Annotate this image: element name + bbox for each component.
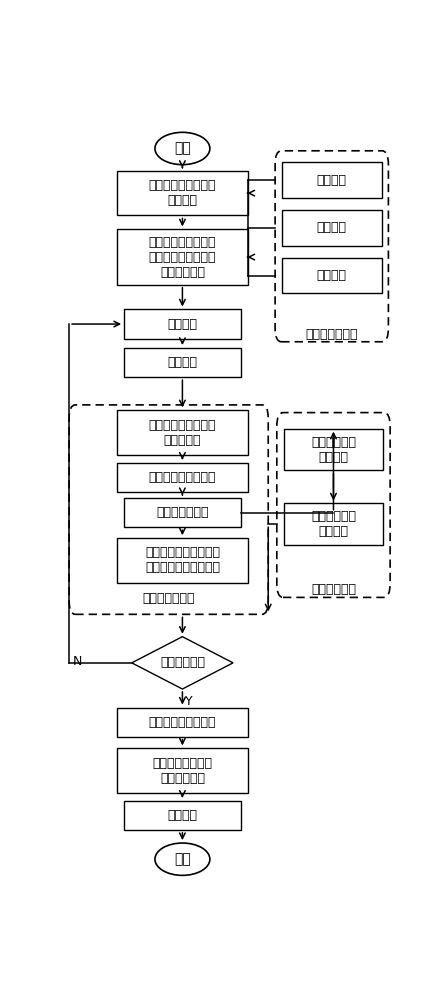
- Text: 目标函数: 目标函数: [317, 174, 347, 187]
- Text: 结束: 结束: [174, 852, 191, 866]
- Text: 满足终止条件: 满足终止条件: [160, 656, 205, 669]
- Text: 建立冷热电联供系统
设备模型: 建立冷热电联供系统 设备模型: [149, 179, 216, 207]
- Text: 存储、更新档案: 存储、更新档案: [156, 506, 209, 519]
- Text: 运行策略: 运行策略: [317, 269, 347, 282]
- Polygon shape: [132, 637, 233, 689]
- Text: 海鸥个体执行
迁徙行为: 海鸥个体执行 迁徙行为: [311, 436, 356, 464]
- Text: Y: Y: [185, 695, 192, 708]
- FancyBboxPatch shape: [117, 463, 248, 492]
- FancyBboxPatch shape: [117, 171, 248, 215]
- Text: 检查边界: 检查边界: [167, 356, 198, 369]
- Text: 使用优劣解距离法
决策出最优解: 使用优劣解距离法 决策出最优解: [152, 757, 212, 785]
- FancyBboxPatch shape: [117, 708, 248, 737]
- Text: 开始迭代: 开始迭代: [167, 318, 198, 331]
- Text: 初始化多目标海鸥优
化算法参数、冷热电
联供系统参数: 初始化多目标海鸥优 化算法参数、冷热电 联供系统参数: [149, 236, 216, 279]
- FancyBboxPatch shape: [124, 348, 241, 377]
- FancyBboxPatch shape: [282, 162, 381, 198]
- FancyBboxPatch shape: [117, 229, 248, 285]
- Text: N: N: [73, 655, 82, 668]
- FancyBboxPatch shape: [124, 309, 241, 339]
- Ellipse shape: [155, 843, 210, 875]
- FancyBboxPatch shape: [117, 748, 248, 793]
- Text: 开始: 开始: [174, 141, 191, 155]
- Text: 计算所有海鸥个体的
目标函数值: 计算所有海鸥个体的 目标函数值: [149, 419, 216, 447]
- Text: 约束条件: 约束条件: [317, 221, 347, 234]
- FancyBboxPatch shape: [124, 498, 241, 527]
- Text: 海鸥个体执行
攻击行为: 海鸥个体执行 攻击行为: [311, 510, 356, 538]
- FancyBboxPatch shape: [282, 258, 381, 293]
- Text: 输出存储的非支配解: 输出存储的非支配解: [149, 716, 216, 729]
- Ellipse shape: [155, 132, 210, 165]
- Text: 系统优化: 系统优化: [167, 809, 198, 822]
- FancyBboxPatch shape: [284, 429, 383, 470]
- Text: 多目标优化模型: 多目标优化模型: [306, 328, 358, 341]
- FancyBboxPatch shape: [284, 503, 383, 545]
- Text: 位置更新过程: 位置更新过程: [311, 583, 356, 596]
- FancyBboxPatch shape: [282, 210, 381, 246]
- Text: 排序和档案更新: 排序和档案更新: [142, 592, 195, 605]
- Text: 将档案中拥挤度最低的
非支配解选为猎物位置: 将档案中拥挤度最低的 非支配解选为猎物位置: [145, 546, 220, 574]
- FancyBboxPatch shape: [117, 410, 248, 455]
- Text: 执行约束非支配排序: 执行约束非支配排序: [149, 471, 216, 484]
- FancyBboxPatch shape: [124, 801, 241, 830]
- FancyBboxPatch shape: [117, 538, 248, 583]
